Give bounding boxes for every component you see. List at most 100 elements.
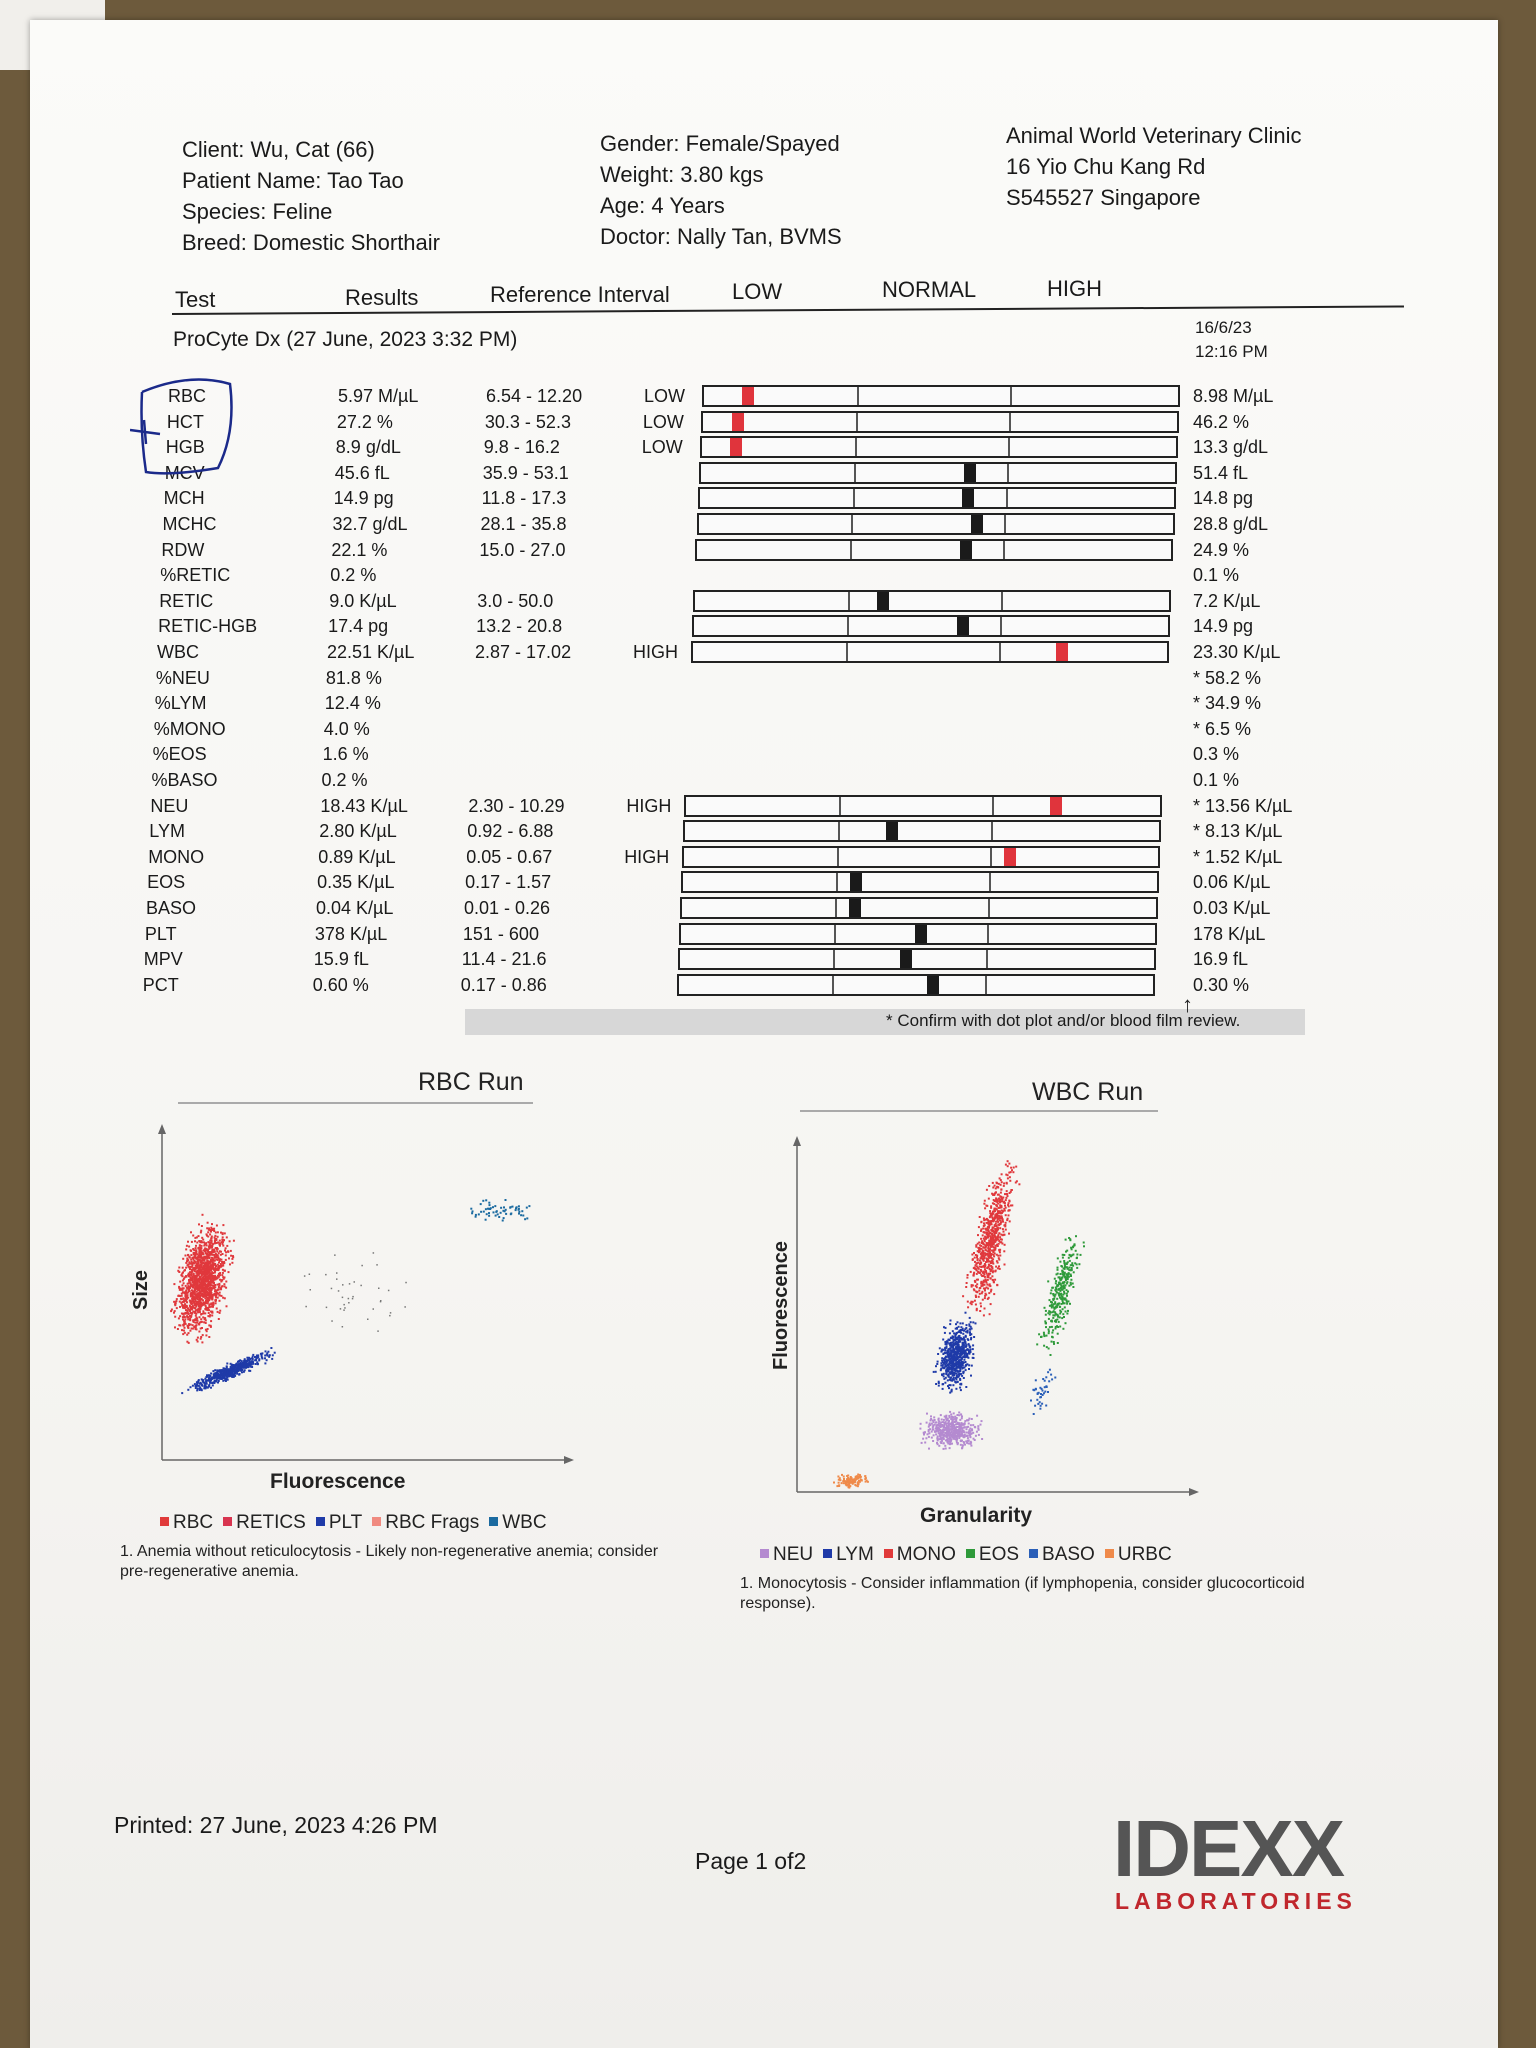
legend-label: RETICS: [236, 1512, 306, 1533]
test-result: 0.04 K/µL: [316, 898, 394, 918]
wbc-legend: NEU LYM MONO EOS BASO URBC: [750, 1544, 1172, 1566]
test-name: MCHC: [162, 514, 217, 534]
reference-interval: 2.87 - 17.02: [475, 642, 572, 662]
test-name: %RETIC: [160, 565, 231, 586]
range-divider: [984, 975, 987, 994]
range-bar: [682, 845, 1161, 868]
legend-label: NEU: [773, 1544, 814, 1565]
weight: Weight: 3.80 kgs: [600, 162, 764, 187]
previous-result: * 34.9 %: [1193, 693, 1262, 714]
test-name: RETIC: [159, 590, 214, 611]
rbc-run-title: RBC Run: [418, 1068, 524, 1096]
confirm-note: * Confirm with dot plot and/or blood fil…: [886, 1011, 1241, 1030]
idexx-logo: IDEXX: [1113, 1804, 1345, 1893]
range-bar: [678, 922, 1157, 945]
reference-interval: 151 - 600: [462, 923, 539, 944]
range-bar: [699, 436, 1178, 459]
range-divider: [837, 847, 840, 866]
reference-interval: 35.9 - 53.1: [482, 462, 569, 483]
flag-badge: LOW: [644, 386, 686, 406]
range-divider: [852, 489, 855, 508]
reference-interval: 28.1 - 35.8: [480, 514, 567, 534]
range-bar: [681, 871, 1160, 894]
legend-swatch-icon: [883, 1549, 893, 1558]
previous-date: 16/6/23: [1195, 318, 1252, 337]
wbc-note-line1: 1. Monocytosis - Consider inflammation (…: [740, 1575, 1305, 1592]
reference-interval: 0.92 - 6.88: [467, 821, 554, 842]
previous-result: 0.1 %: [1193, 565, 1240, 586]
range-divider: [1006, 463, 1009, 482]
legend-label: LYM: [836, 1544, 874, 1565]
range-divider: [1004, 515, 1007, 533]
test-result: 8.9 g/dL: [335, 437, 401, 458]
reference-interval: 30.3 - 52.3: [484, 411, 571, 432]
result-marker: [956, 617, 969, 636]
client-name: Client: Wu, Cat (66): [182, 137, 375, 162]
client-info: Client: Wu, Cat (66) Patient Name: Tao T…: [182, 134, 440, 258]
previous-result: 178 K/µL: [1193, 923, 1266, 944]
range-divider: [1000, 617, 1002, 636]
result-marker: [730, 438, 743, 457]
age: Age: 4 Years: [600, 193, 725, 218]
clinic-address-line2: S545527 Singapore: [1006, 185, 1201, 210]
result-marker: [731, 412, 744, 431]
legend-label: WBC: [502, 1512, 547, 1533]
previous-result: 13.3 g/dL: [1193, 437, 1269, 458]
reference-interval: 0.17 - 1.57: [465, 872, 552, 893]
range-divider: [855, 412, 858, 431]
range-divider: [838, 822, 841, 841]
range-divider: [992, 796, 995, 815]
previous-result: * 58.2 %: [1193, 667, 1262, 688]
test-name: MCH: [163, 488, 205, 509]
result-marker: [927, 975, 940, 994]
range-divider: [847, 617, 850, 636]
previous-result: 0.30 %: [1193, 974, 1250, 995]
test-name: MPV: [143, 949, 183, 970]
wbc-x-label: Granularity: [920, 1504, 1033, 1527]
previous-result: 14.8 pg: [1193, 488, 1254, 509]
test-result: 14.9 pg: [333, 488, 394, 509]
result-marker: [1056, 643, 1069, 661]
range-bar: [680, 897, 1158, 919]
previous-result: 8.98 M/µL: [1193, 386, 1274, 406]
reference-interval: 0.01 - 0.26: [464, 898, 551, 918]
clinic-name: Animal World Veterinary Clinic: [1006, 123, 1302, 148]
previous-time: 12:16 PM: [1195, 342, 1268, 361]
flag-badge: HIGH: [624, 846, 670, 867]
previous-result: 0.1 %: [1193, 770, 1240, 790]
range-divider: [985, 950, 988, 969]
range-bar: [684, 794, 1163, 817]
previous-result: 16.9 fL: [1193, 949, 1249, 970]
reference-interval: 0.17 - 0.86: [460, 974, 547, 995]
test-result: 0.35 K/µL: [317, 872, 395, 893]
breed: Breed: Domestic Shorthair: [182, 230, 440, 255]
range-divider: [1001, 591, 1004, 610]
range-divider: [845, 643, 848, 661]
gender: Gender: Female/Spayed: [600, 131, 840, 156]
range-divider: [991, 822, 994, 841]
result-marker: [962, 489, 975, 508]
reference-interval: 15.0 - 27.0: [479, 539, 566, 560]
flag-badge: LOW: [641, 437, 683, 458]
legend-swatch-icon: [160, 1517, 169, 1526]
previous-result: 7.2 K/µL: [1193, 590, 1261, 611]
test-name: %MONO: [153, 718, 226, 739]
test-name: %BASO: [151, 770, 218, 790]
test-result: 5.97 M/µL: [338, 386, 419, 406]
rbc-scatter-plot: [158, 1124, 574, 1464]
legend-label: RBC Frags: [385, 1512, 480, 1533]
range-divider: [987, 899, 990, 917]
report-page: Client: Wu, Cat (66) Patient Name: Tao T…: [30, 20, 1498, 2048]
result-marker: [1049, 796, 1062, 815]
ink-circle-annotation: [130, 378, 233, 475]
range-divider: [1009, 387, 1012, 405]
patient-details: Gender: Female/Spayed Weight: 3.80 kgs A…: [600, 128, 842, 252]
range-divider: [839, 796, 842, 815]
result-marker: [963, 463, 976, 482]
range-divider: [1005, 489, 1008, 508]
test-result: 17.4 pg: [328, 616, 389, 637]
range-divider: [1008, 412, 1011, 431]
result-marker: [899, 950, 912, 969]
col-test: Test: [175, 287, 216, 312]
col-reference: Reference Interval: [490, 282, 670, 307]
